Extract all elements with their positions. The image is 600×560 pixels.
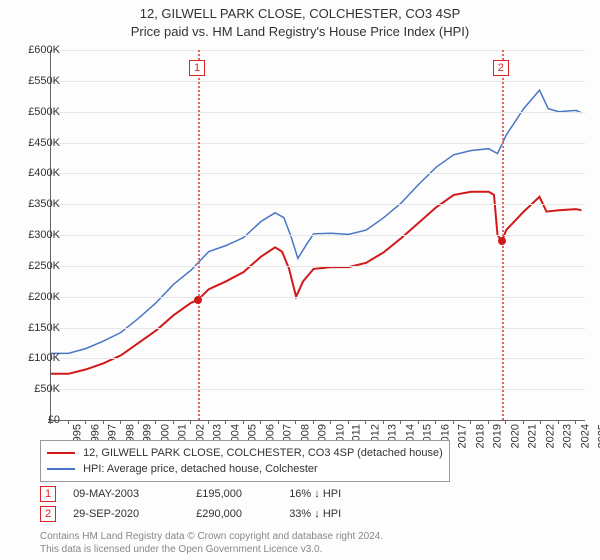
gridline — [51, 297, 585, 298]
legend-label-2: HPI: Average price, detached house, Colc… — [83, 463, 318, 475]
x-axis-tick — [558, 420, 559, 424]
x-axis-tick — [278, 420, 279, 424]
legend: 12, GILWELL PARK CLOSE, COLCHESTER, CO3 … — [40, 440, 450, 482]
x-axis-tick — [103, 420, 104, 424]
sale-dot — [194, 296, 202, 304]
x-axis-tick — [488, 420, 489, 424]
x-axis-tick — [243, 420, 244, 424]
footer-line-1: Contains HM Land Registry data © Crown c… — [40, 530, 383, 543]
y-axis-label: £350K — [28, 198, 60, 210]
chart-subtitle: Price paid vs. HM Land Registry's House … — [0, 24, 600, 39]
x-axis-tick — [295, 420, 296, 424]
y-axis-label: £250K — [28, 260, 60, 272]
x-axis-label: 2021 — [527, 424, 539, 448]
gridline — [51, 143, 585, 144]
footer-attribution: Contains HM Land Registry data © Crown c… — [40, 530, 383, 556]
gridline — [51, 204, 585, 205]
chart-title: 12, GILWELL PARK CLOSE, COLCHESTER, CO3 … — [0, 6, 600, 21]
x-axis-tick — [208, 420, 209, 424]
x-axis-label: 2022 — [544, 424, 556, 448]
y-axis-label: £200K — [28, 291, 60, 303]
x-axis-label: 2020 — [509, 424, 521, 448]
footer-line-2: This data is licensed under the Open Gov… — [40, 543, 383, 556]
sale-row-1: 1 09-MAY-2003 £195,000 16% ↓ HPI — [40, 486, 399, 502]
x-axis-label: 2024 — [579, 424, 591, 448]
x-axis-tick — [418, 420, 419, 424]
y-axis-label: £400K — [28, 167, 60, 179]
y-axis-label: £50K — [34, 383, 60, 395]
sale-delta-2: 33% ↓ HPI — [289, 508, 399, 520]
sale-dot — [498, 237, 506, 245]
x-axis-tick — [138, 420, 139, 424]
sale-marker-line — [502, 50, 504, 420]
sale-price-1: £195,000 — [196, 488, 286, 500]
x-axis-tick — [50, 420, 51, 424]
legend-label-1: 12, GILWELL PARK CLOSE, COLCHESTER, CO3 … — [83, 447, 443, 459]
x-axis-tick — [400, 420, 401, 424]
x-axis-tick — [85, 420, 86, 424]
x-axis-tick — [120, 420, 121, 424]
x-axis-tick — [190, 420, 191, 424]
gridline — [51, 81, 585, 82]
gridline — [51, 266, 585, 267]
x-axis-tick — [173, 420, 174, 424]
y-axis-label: £600K — [28, 44, 60, 56]
y-axis-label: £100K — [28, 352, 60, 364]
sale-row-2: 2 29-SEP-2020 £290,000 33% ↓ HPI — [40, 506, 399, 522]
x-axis-tick — [383, 420, 384, 424]
legend-item-1: 12, GILWELL PARK CLOSE, COLCHESTER, CO3 … — [47, 445, 443, 461]
sale-marker-line — [198, 50, 200, 420]
x-axis-label: 2019 — [492, 424, 504, 448]
sale-badge-1: 1 — [40, 486, 56, 502]
y-axis-label: £500K — [28, 106, 60, 118]
gridline — [51, 389, 585, 390]
x-axis-tick — [540, 420, 541, 424]
gridline — [51, 112, 585, 113]
x-axis-tick — [575, 420, 576, 424]
sale-price-2: £290,000 — [196, 508, 286, 520]
x-axis-tick — [260, 420, 261, 424]
y-axis-label: £150K — [28, 322, 60, 334]
x-axis-tick — [505, 420, 506, 424]
sale-date-1: 09-MAY-2003 — [73, 488, 193, 500]
x-axis-tick — [523, 420, 524, 424]
sale-badge-2: 2 — [40, 506, 56, 522]
y-axis-label: £300K — [28, 229, 60, 241]
sale-date-2: 29-SEP-2020 — [73, 508, 193, 520]
x-axis-label: 2023 — [562, 424, 574, 448]
legend-swatch-1 — [47, 452, 75, 454]
x-axis-tick — [348, 420, 349, 424]
x-axis-tick — [435, 420, 436, 424]
sale-marker-badge: 1 — [189, 60, 205, 76]
x-axis-tick — [453, 420, 454, 424]
x-axis-tick — [68, 420, 69, 424]
sale-delta-1: 16% ↓ HPI — [289, 488, 399, 500]
gridline — [51, 328, 585, 329]
y-axis-label: £550K — [28, 75, 60, 87]
gridline — [51, 235, 585, 236]
legend-swatch-2 — [47, 468, 75, 470]
x-axis-tick — [470, 420, 471, 424]
x-axis-tick — [155, 420, 156, 424]
sale-marker-badge: 2 — [493, 60, 509, 76]
y-axis-label: £450K — [28, 137, 60, 149]
x-axis-tick — [330, 420, 331, 424]
gridline — [51, 173, 585, 174]
x-axis-tick — [313, 420, 314, 424]
gridline — [51, 50, 585, 51]
x-axis-label: 2017 — [457, 424, 469, 448]
x-axis-tick — [365, 420, 366, 424]
chart-plot-area — [50, 50, 585, 421]
x-axis-tick — [225, 420, 226, 424]
legend-item-2: HPI: Average price, detached house, Colc… — [47, 461, 443, 477]
x-axis-label: 2018 — [474, 424, 486, 448]
gridline — [51, 358, 585, 359]
